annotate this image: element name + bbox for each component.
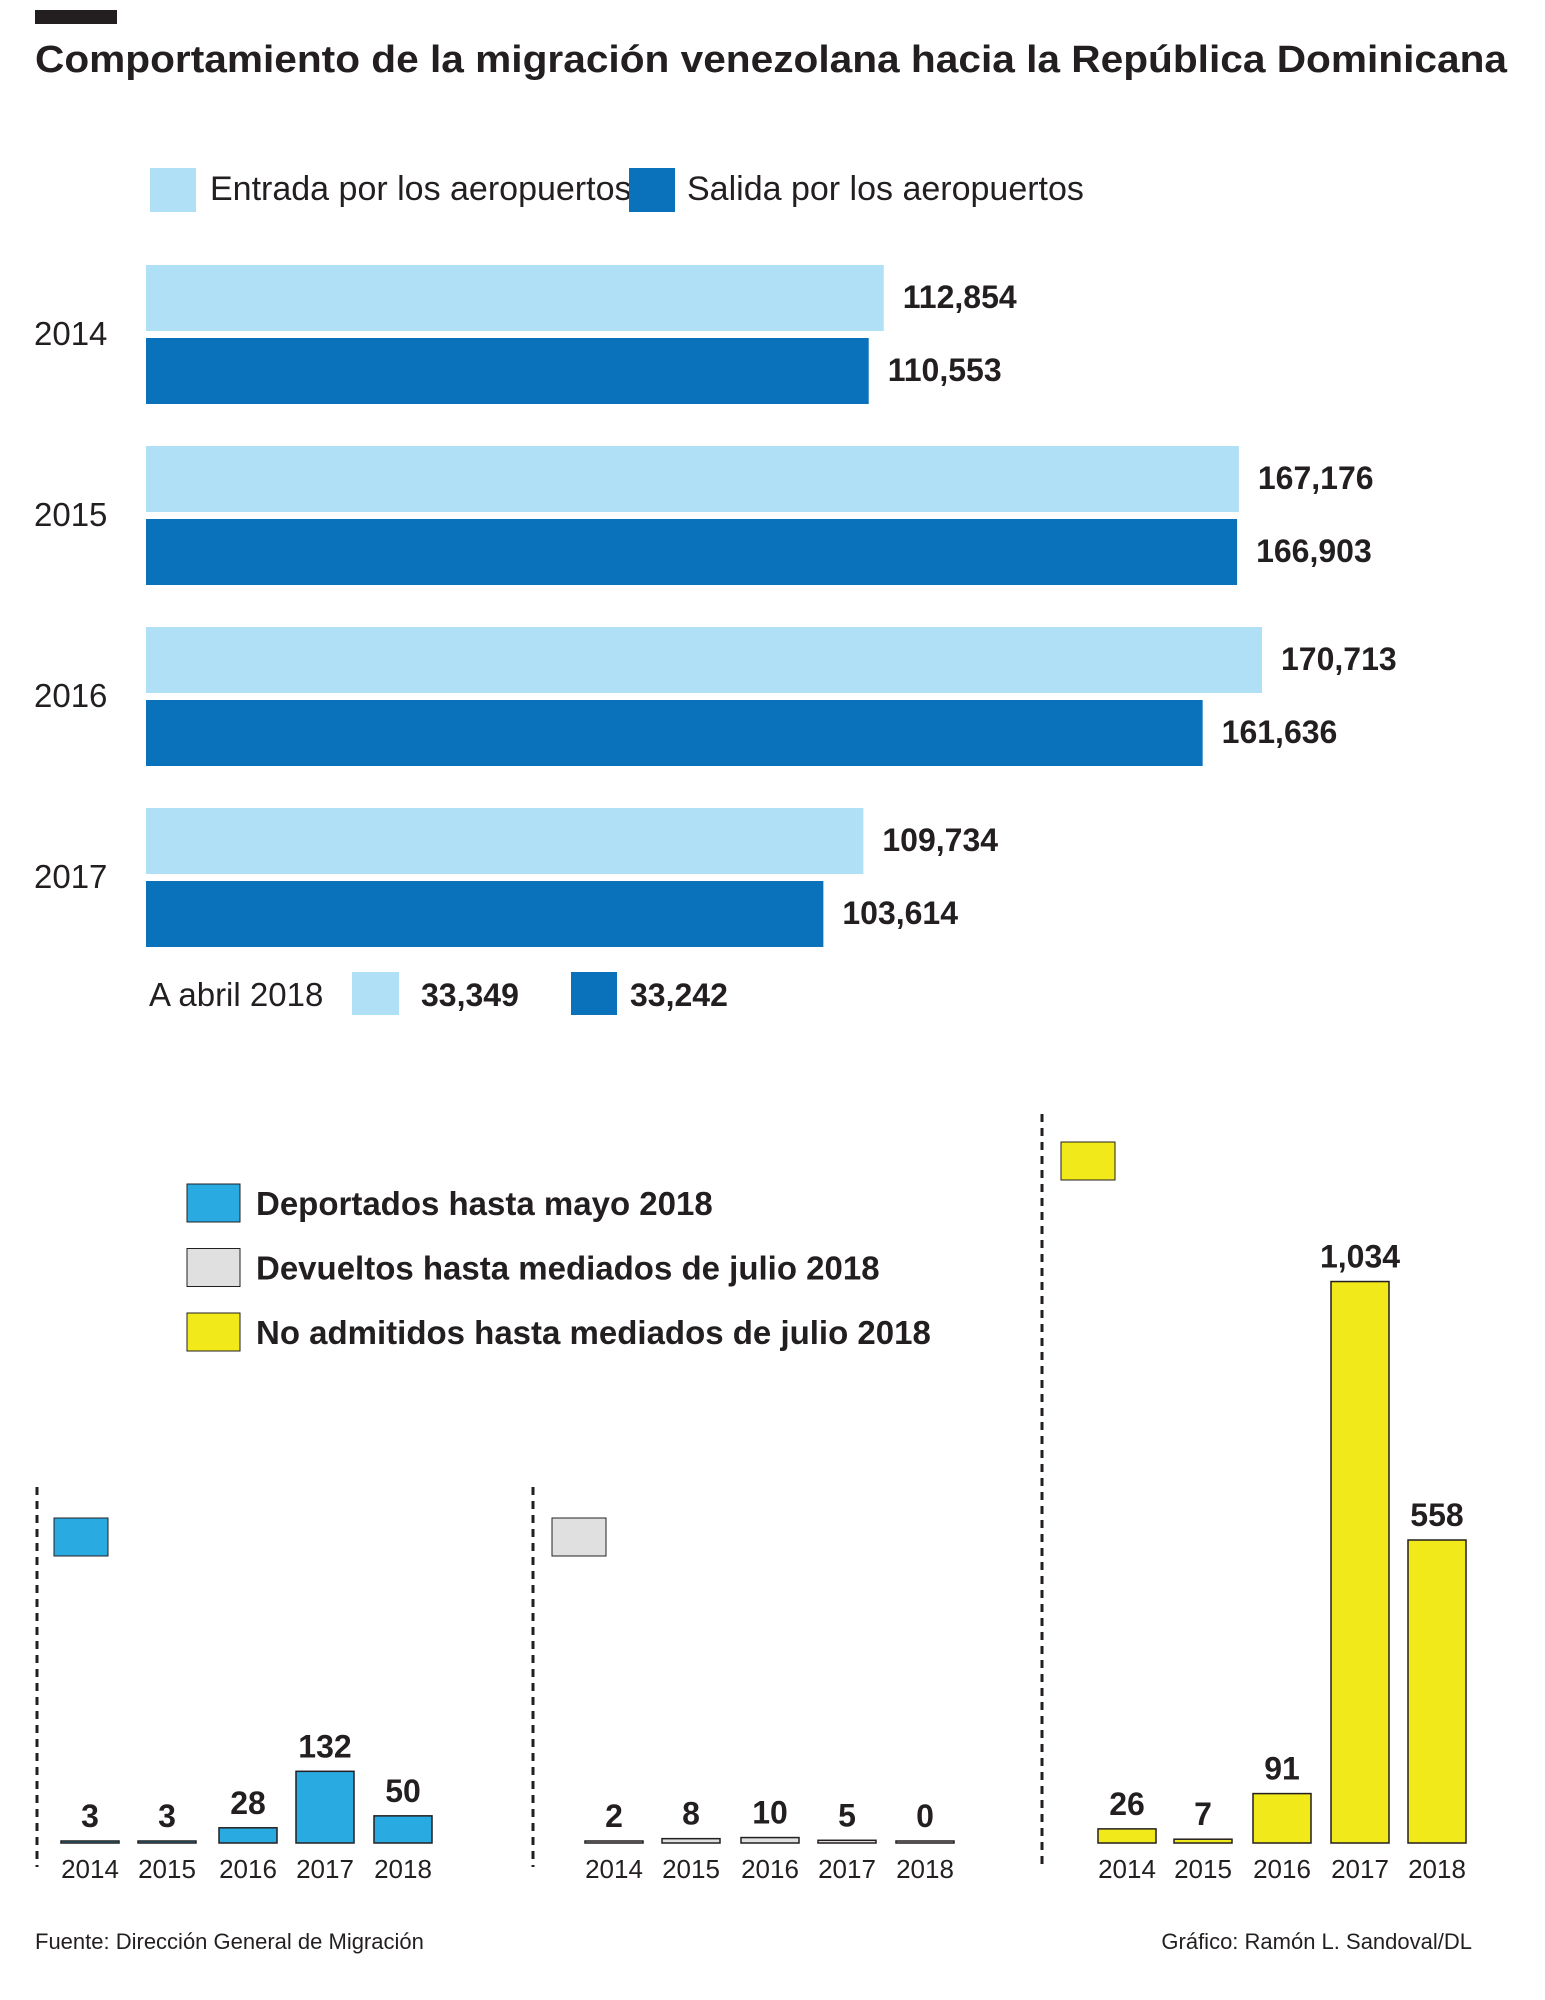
bar-value-label: 161,636: [1222, 714, 1338, 750]
column-year-label: 2017: [296, 1854, 354, 1884]
column-year-label: 2018: [896, 1854, 954, 1884]
column-value-label: 28: [230, 1785, 266, 1821]
column-value-label: 10: [752, 1795, 788, 1831]
column-bar: [1330, 1280, 1390, 1844]
column-bar: [1252, 1792, 1312, 1844]
column-year-label: 2018: [374, 1854, 432, 1884]
bar-entrada: [146, 446, 1239, 512]
bar-entrada: [146, 265, 884, 331]
bar-value-label: 166,903: [1256, 533, 1372, 569]
column-bar: [584, 1840, 644, 1844]
column-year-label: 2016: [1253, 1854, 1311, 1884]
note-swatch-salida: [571, 972, 617, 1015]
bar-value-label: 110,553: [888, 352, 1002, 388]
note-value-entrada: 33,349: [421, 977, 519, 1013]
footer-source: Fuente: Dirección General de Migración: [35, 1929, 424, 1954]
panel-swatch: [551, 1517, 607, 1557]
legend-swatch: [186, 1183, 241, 1223]
column-value-label: 0: [916, 1798, 934, 1834]
column-bar: [661, 1837, 721, 1844]
bar-salida: [146, 881, 824, 947]
column-year-label: 2014: [61, 1854, 119, 1884]
bar-value-label: 167,176: [1258, 460, 1374, 496]
column-bar: [60, 1840, 120, 1844]
column-bar: [137, 1840, 197, 1844]
header-accent-bar: [35, 10, 117, 24]
footer-credit: Gráfico: Ramón L. Sandoval/DL: [1161, 1929, 1472, 1954]
legend-swatch-salida: [629, 168, 675, 212]
year-label: 2017: [34, 858, 107, 895]
bar-value-label: 109,734: [882, 822, 998, 858]
bar-entrada: [146, 627, 1262, 693]
column-year-label: 2018: [1408, 1854, 1466, 1884]
column-value-label: 8: [682, 1796, 700, 1832]
column-year-label: 2017: [818, 1854, 876, 1884]
column-bar: [373, 1815, 433, 1844]
bar-salida: [146, 700, 1203, 766]
bar-value-label: 170,713: [1281, 641, 1397, 677]
column-value-label: 7: [1194, 1796, 1212, 1832]
legend-label-salida: Salida por los aeropuertos: [687, 170, 1084, 208]
bar-value-label: 103,614: [842, 895, 958, 931]
column-year-label: 2015: [138, 1854, 196, 1884]
column-year-label: 2015: [1174, 1854, 1232, 1884]
note-label: A abril 2018: [149, 976, 323, 1013]
column-bar: [1407, 1539, 1467, 1844]
column-value-label: 26: [1109, 1786, 1145, 1822]
bar-salida: [146, 338, 869, 404]
column-value-label: 3: [81, 1798, 99, 1834]
panel-swatch: [1060, 1141, 1116, 1181]
year-label: 2015: [34, 496, 107, 533]
column-year-label: 2015: [662, 1854, 720, 1884]
column-value-label: 558: [1410, 1497, 1463, 1533]
column-year-label: 2014: [1098, 1854, 1156, 1884]
column-value-label: 5: [838, 1797, 856, 1833]
note-swatch-entrada: [352, 972, 399, 1015]
note-value-salida: 33,242: [630, 977, 728, 1013]
year-label: 2016: [34, 677, 107, 714]
column-bar: [1173, 1838, 1233, 1844]
column-bar: [740, 1836, 800, 1844]
column-bar: [1097, 1828, 1157, 1844]
legend-label: Devueltos hasta mediados de julio 2018: [256, 1250, 880, 1287]
legend-swatch-entrada: [150, 168, 196, 212]
legend-swatch: [186, 1248, 241, 1287]
column-value-label: 1,034: [1320, 1239, 1400, 1275]
column-bar: [817, 1839, 877, 1844]
panel-swatch: [53, 1517, 109, 1557]
legend-label-entrada: Entrada por los aeropuertos: [210, 170, 631, 208]
column-value-label: 3: [158, 1798, 176, 1834]
legend-label: No admitidos hasta mediados de julio 201…: [256, 1314, 931, 1351]
year-label: 2014: [34, 315, 107, 352]
column-value-label: 91: [1264, 1751, 1300, 1787]
column-year-label: 2014: [585, 1854, 643, 1884]
bar-value-label: 112,854: [903, 279, 1017, 315]
column-value-label: 132: [298, 1728, 351, 1764]
column-value-label: 50: [385, 1773, 421, 1809]
bar-salida: [146, 519, 1238, 585]
column-year-label: 2016: [741, 1854, 799, 1884]
column-bar: [295, 1770, 355, 1844]
column-value-label: 2: [605, 1798, 623, 1834]
chart-title: Comportamiento de la migración venezolan…: [35, 39, 1508, 81]
column-year-label: 2017: [1331, 1854, 1389, 1884]
column-bar: [895, 1840, 955, 1844]
column-year-label: 2016: [219, 1854, 277, 1884]
legend-swatch: [186, 1312, 241, 1352]
column-bar: [218, 1827, 278, 1844]
legend-label: Deportados hasta mayo 2018: [256, 1185, 713, 1222]
bar-entrada: [146, 808, 864, 874]
